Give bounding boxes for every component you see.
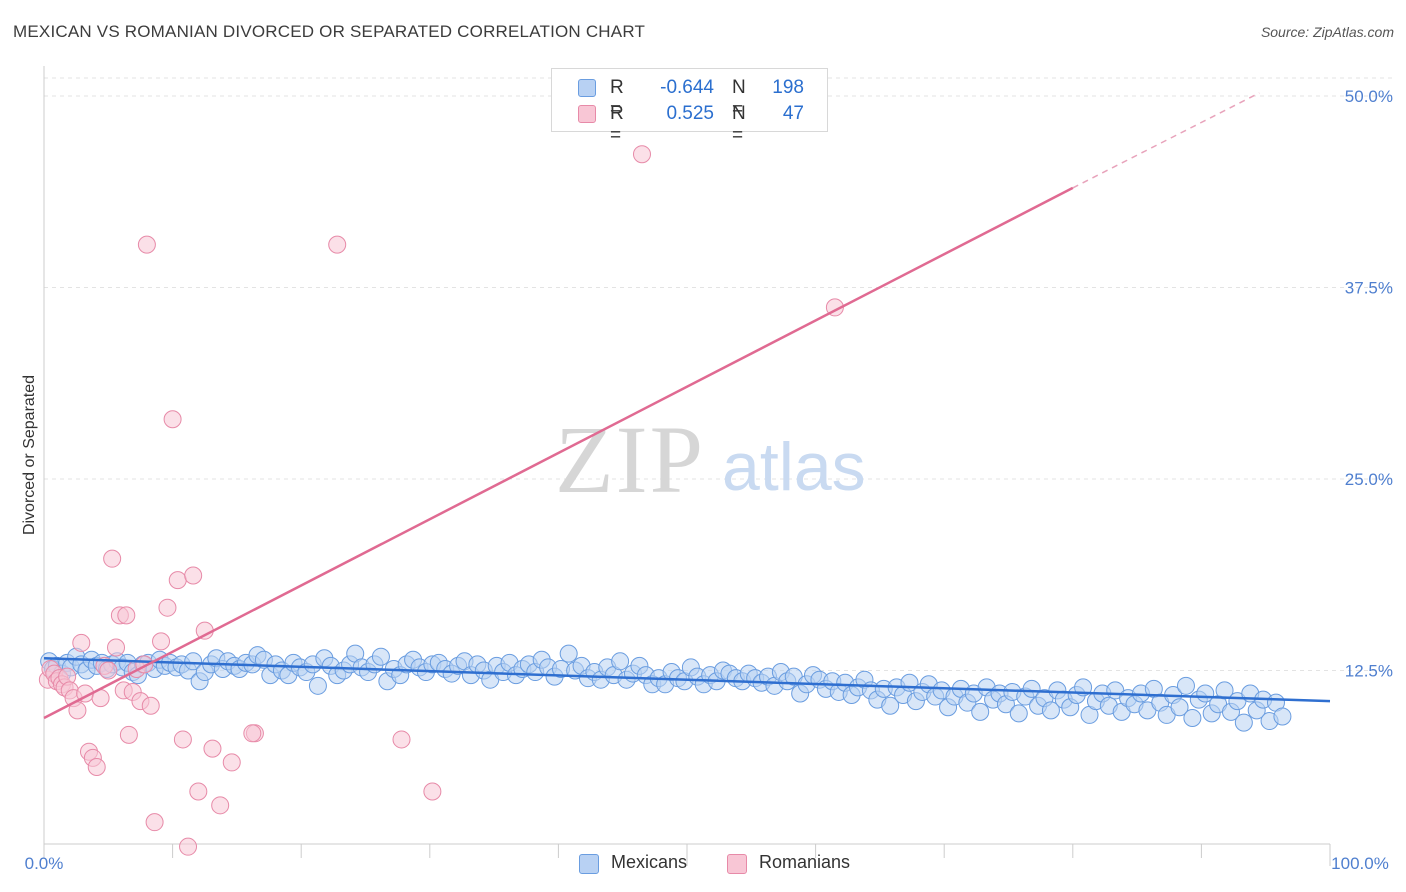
point-romanians: [163, 410, 182, 429]
point-mexicans: [1273, 707, 1292, 726]
point-romanians: [137, 235, 156, 254]
point-mexicans: [308, 676, 327, 695]
point-mexicans: [1176, 676, 1195, 695]
trend-line-romanians: [43, 186, 1074, 720]
legend-r-value: -0.644: [660, 77, 714, 98]
point-mexicans: [1234, 713, 1253, 732]
y-tick-label: 25.0%: [1345, 470, 1393, 489]
source-credit: Source: ZipAtlas.com: [1260, 24, 1394, 40]
point-romanians: [179, 837, 198, 856]
point-romanians: [168, 571, 187, 590]
point-romanians: [158, 598, 177, 617]
y-axis-title: Divorced or Separated: [21, 375, 38, 535]
x-tick-label: 0.0%: [25, 854, 64, 873]
point-romanians: [99, 661, 118, 680]
point-romanians: [119, 725, 138, 744]
point-romanians: [328, 235, 347, 254]
point-mexicans: [1041, 701, 1060, 720]
legend-swatch-romanians: [578, 105, 596, 123]
point-mexicans: [1022, 679, 1041, 698]
watermark-zip: ZIP: [555, 406, 705, 513]
point-mexicans: [971, 702, 990, 721]
point-romanians: [173, 730, 192, 749]
point-romanians: [423, 782, 442, 801]
legend-r-value: 0.525: [666, 103, 714, 124]
trend-line-romanians-extension: [1072, 92, 1260, 189]
legend-label-romanians: Romanians: [759, 852, 851, 872]
series-romanians: [38, 145, 844, 856]
legend-stats: R = -0.644 N = 198 R = 0.525 N = 47: [551, 68, 828, 146]
legend-series: Mexicans Romanians: [0, 851, 1406, 879]
point-romanians: [195, 621, 214, 640]
point-romanians: [117, 606, 136, 625]
legend-r-label: R =: [610, 103, 624, 146]
series-mexicans: [40, 644, 1292, 732]
grid-lines: [44, 77, 1395, 671]
x-tick-label: 100.0%: [1331, 854, 1389, 873]
point-mexicans: [1009, 704, 1028, 723]
tick-labels: 12.5% 25.0% 37.5% 50.0% 0.0% 100.0%: [25, 87, 1393, 873]
legend-n-label: N =: [732, 103, 746, 146]
point-mexicans: [1215, 681, 1234, 700]
axes: [43, 66, 1331, 866]
point-romanians: [103, 549, 122, 568]
y-tick-label: 50.0%: [1345, 87, 1393, 106]
trend-lines: [43, 92, 1331, 720]
point-mexicans: [1183, 708, 1202, 727]
point-mexicans: [881, 696, 900, 715]
legend-n-label: N =: [732, 77, 746, 120]
point-romanians: [141, 696, 160, 715]
point-romanians: [211, 796, 230, 815]
point-mexicans: [559, 644, 578, 663]
point-romanians: [189, 782, 208, 801]
point-mexicans: [611, 652, 630, 671]
chart-title: MEXICAN VS ROMANIAN DIVORCED OR SEPARATE…: [13, 22, 646, 41]
watermark-atlas: atlas: [722, 429, 866, 505]
trend-line-mexicans: [43, 656, 1331, 703]
point-romanians: [184, 566, 203, 585]
legend-n-value: 198: [772, 77, 804, 98]
point-romanians: [392, 730, 411, 749]
legend-label-mexicans: Mexicans: [611, 852, 688, 872]
legend-n-value: 47: [782, 103, 804, 124]
y-tick-label: 12.5%: [1345, 662, 1393, 681]
watermark: ZIP atlas: [555, 406, 866, 513]
point-romanians: [87, 758, 106, 777]
point-romanians: [632, 145, 651, 164]
legend-r-label: R =: [610, 77, 624, 120]
point-romanians: [72, 633, 91, 652]
point-romanians: [203, 739, 222, 758]
point-mexicans: [371, 647, 390, 666]
legend-swatch-mexicans: [579, 854, 599, 874]
point-mexicans: [184, 652, 203, 671]
legend-swatch-romanians: [727, 854, 747, 874]
point-romanians: [152, 632, 171, 651]
point-romanians: [145, 813, 164, 832]
point-mexicans: [1170, 698, 1189, 717]
point-romanians: [107, 638, 126, 657]
y-tick-label: 37.5%: [1345, 279, 1393, 298]
legend-swatch-mexicans: [578, 79, 596, 97]
point-romanians: [243, 724, 262, 743]
point-romanians: [222, 753, 241, 772]
